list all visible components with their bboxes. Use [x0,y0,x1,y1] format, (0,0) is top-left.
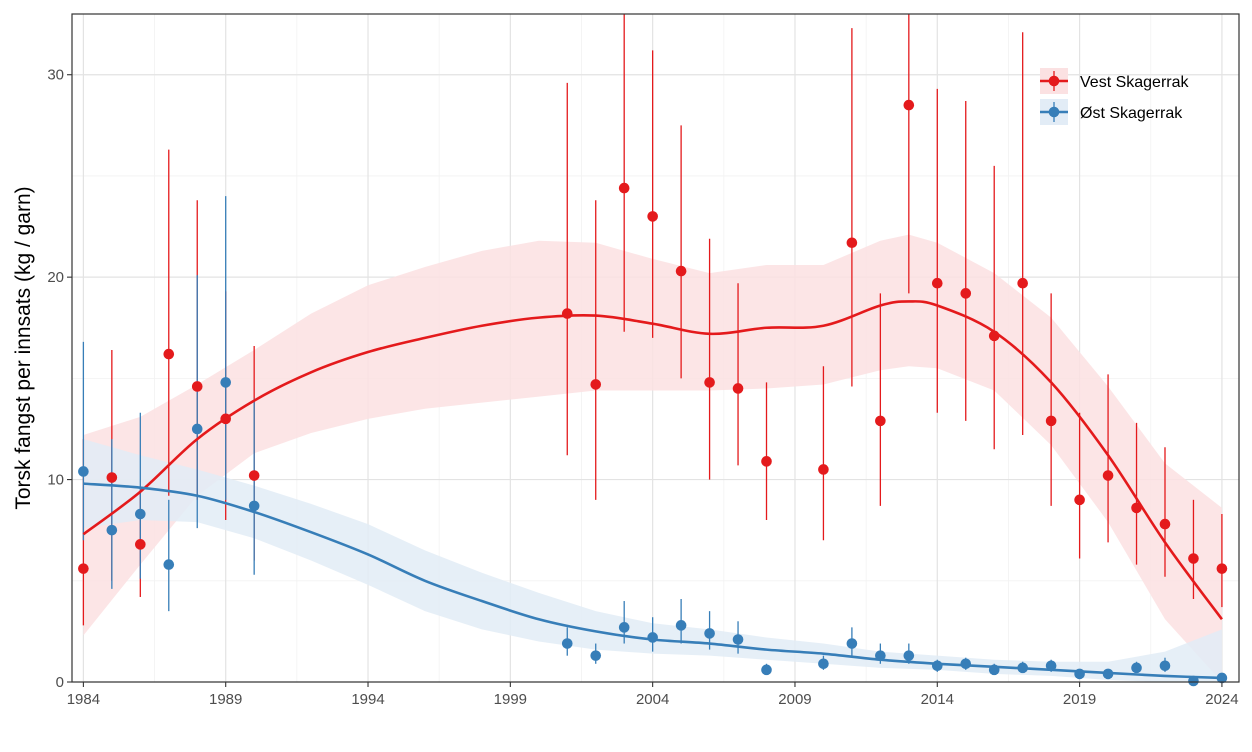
point-vest-skagerrak [647,211,658,222]
point-vest-skagerrak [78,563,89,574]
point-vest-skagerrak [106,472,118,483]
point-vest-skagerrak [960,288,972,299]
point-vest-skagerrak [163,348,175,360]
point-vest-skagerrak [704,377,715,388]
point--st-skagerrak [875,650,886,661]
x-tick-label: 2004 [636,691,669,708]
point--st-skagerrak [248,500,260,512]
point-vest-skagerrak [875,415,886,427]
point--st-skagerrak [931,660,943,672]
x-tick-label: 1989 [209,691,242,708]
point-vest-skagerrak [846,237,858,249]
point-vest-skagerrak [135,539,146,550]
error-bars [82,14,1223,682]
point-vest-skagerrak [1017,277,1028,289]
point--st-skagerrak [1159,660,1171,672]
point--st-skagerrak [846,638,858,649]
point-vest-skagerrak [818,464,829,475]
y-tick-label: 0 [56,674,64,691]
legend: Vest Skagerrak Øst Skagerrak [1040,68,1190,125]
point-vest-skagerrak [1159,518,1171,530]
x-tick-label: 1994 [351,691,384,708]
point--st-skagerrak [590,650,602,661]
point-vest-skagerrak [1131,502,1142,514]
point--st-skagerrak [191,423,203,435]
point--st-skagerrak [1188,675,1199,687]
point--st-skagerrak [1045,660,1057,672]
point-vest-skagerrak [590,379,602,390]
point--st-skagerrak [903,650,915,661]
y-axis-title: Torsk fangst per innsats (kg / garn) [12,186,35,509]
point-vest-skagerrak [931,277,943,289]
point--st-skagerrak [163,559,175,570]
point--st-skagerrak [675,620,687,631]
x-tick-label: 1999 [494,691,527,708]
point-vest-skagerrak [1216,563,1228,574]
legend-label-vest-skagerrak: Vest Skagerrak [1080,74,1190,91]
point-vest-skagerrak [903,99,915,111]
point-vest-skagerrak [1102,470,1114,481]
data-points [78,99,1228,687]
smooth-line-vest-skagerrak [82,300,1223,621]
legend-key-point--st-skagerrak [1048,106,1060,118]
y-tick-label: 20 [47,269,64,286]
point--st-skagerrak [618,622,630,633]
point--st-skagerrak [647,632,658,643]
point-vest-skagerrak [191,381,203,392]
y-tick-label: 30 [47,67,64,84]
x-tick-label: 1984 [67,691,100,708]
point-vest-skagerrak [761,456,772,467]
point--st-skagerrak [135,508,146,520]
point--st-skagerrak [732,634,744,645]
point--st-skagerrak [1074,668,1085,680]
legend-key-point-vest-skagerrak [1048,75,1060,87]
point--st-skagerrak [1102,668,1114,680]
y-tick-label: 10 [47,472,64,489]
point--st-skagerrak [960,658,972,670]
point-vest-skagerrak [248,470,260,481]
point--st-skagerrak [78,466,89,477]
point-vest-skagerrak [220,413,232,425]
x-tick-label: 2019 [1063,691,1096,708]
point-vest-skagerrak [675,265,687,277]
point--st-skagerrak [1216,672,1228,684]
point-vest-skagerrak [561,308,573,319]
point-vest-skagerrak [988,330,1000,342]
point--st-skagerrak [561,638,573,649]
point--st-skagerrak [220,377,232,388]
point--st-skagerrak [1131,662,1142,674]
point--st-skagerrak [106,524,118,536]
x-tick-label: 2009 [778,691,811,708]
x-tick-label: 2024 [1205,691,1238,708]
point--st-skagerrak [988,664,1000,676]
x-axis: 1984 1989 1994 1999 2004 2009 2014 2019 2024 [67,682,1239,708]
point-vest-skagerrak [1045,415,1057,427]
point-vest-skagerrak [1074,494,1085,506]
point-vest-skagerrak [618,182,630,194]
panel-border [71,13,1240,683]
y-axis: 0 10 20 30 [47,67,72,691]
point--st-skagerrak [761,664,772,676]
point--st-skagerrak [818,658,829,670]
point--st-skagerrak [704,628,715,639]
legend-label--st-skagerrak: Øst Skagerrak [1080,105,1183,122]
point--st-skagerrak [1017,662,1028,674]
point-vest-skagerrak [1188,553,1199,564]
point-vest-skagerrak [732,383,744,394]
x-tick-label: 2014 [921,691,954,708]
